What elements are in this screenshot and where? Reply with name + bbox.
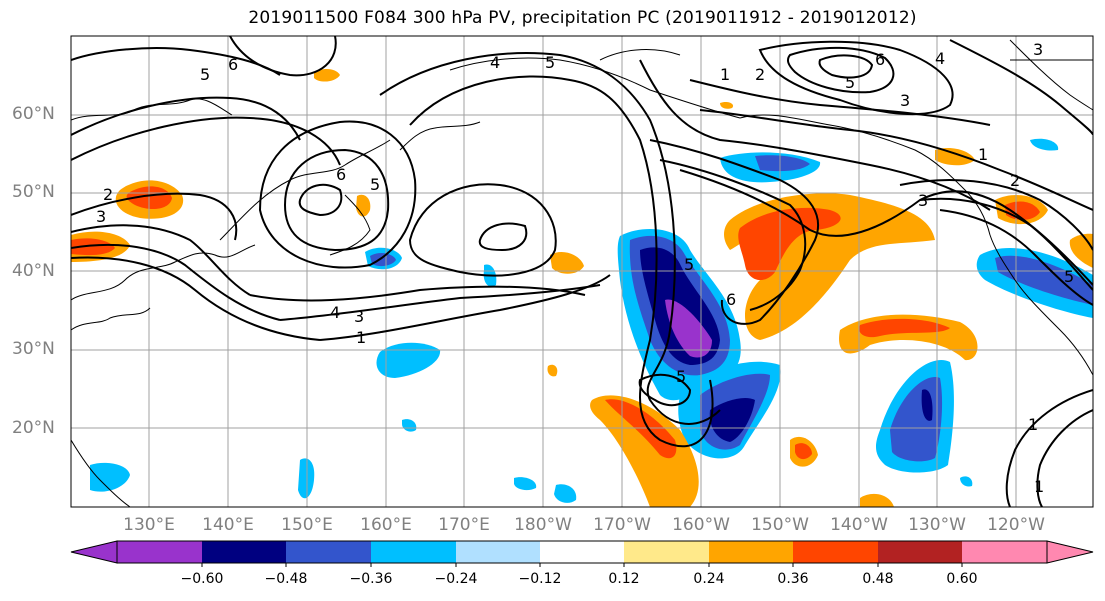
lon-label: 130°W [908, 515, 966, 535]
pv-label: 5 [1064, 267, 1074, 286]
lon-label: 140°W [830, 515, 888, 535]
lon-label: 160°W [672, 515, 730, 535]
colorbar-outline [116, 540, 1048, 564]
colorbar-segment [962, 541, 1047, 563]
colorbar-tick-label: −0.12 [518, 571, 562, 587]
colorbar-segment [456, 541, 540, 563]
pv-label: 2 [755, 65, 765, 84]
pv-label: 1 [1034, 477, 1044, 496]
pv-label: 1 [720, 65, 730, 84]
lon-label: 150°E [281, 515, 333, 535]
pv-label: 4 [490, 53, 500, 72]
colorbar-segment [117, 541, 202, 563]
map-frame [70, 35, 1094, 508]
lat-label: 40°N [12, 261, 55, 281]
colorbar-tick-label: 0.60 [946, 571, 978, 587]
colorbar-segment [709, 541, 793, 563]
coastlines [71, 39, 1093, 507]
pv-label: 6 [336, 165, 346, 184]
colorbar-segment [371, 541, 456, 563]
pv-label: 6 [228, 55, 238, 74]
pv-label: 5 [545, 53, 555, 72]
lon-label: 170°W [593, 515, 651, 535]
lat-label: 60°N [12, 104, 55, 124]
colorbar-tick-label: −0.24 [434, 571, 478, 587]
colorbar-segment [202, 541, 286, 563]
pv-label: 5 [370, 175, 380, 194]
pv-label: 4 [935, 49, 945, 68]
pv-label: 6 [726, 290, 736, 309]
pv-label: 3 [1033, 40, 1043, 59]
colorbar-tick-label: 0.36 [777, 571, 809, 587]
colorbar-extend-min [70, 540, 118, 564]
colorbar-tick-label: 0.12 [608, 571, 640, 587]
pv-label: 1 [1028, 415, 1038, 434]
colorbar-tick-label: 0.24 [693, 571, 725, 587]
pv-label: 5 [845, 73, 855, 92]
colorbar-tick-label: 0.48 [862, 571, 894, 587]
pv-label: 1 [356, 328, 366, 347]
pv-label: 5 [676, 367, 686, 386]
lon-label: 160°E [360, 515, 412, 535]
colorbar-tick-label: −0.60 [180, 571, 224, 587]
pv-label: 6 [875, 50, 885, 69]
pv-label: 3 [354, 307, 364, 326]
pv-label: 5 [200, 65, 210, 84]
pv-label: 3 [918, 191, 928, 210]
map-graticule [71, 36, 1093, 507]
colorbar-tick-label: −0.36 [349, 571, 393, 587]
pv-label: 2 [1010, 171, 1020, 190]
pv-contours [71, 36, 1093, 507]
lon-label: 170°E [438, 515, 490, 535]
lat-label: 20°N [12, 418, 55, 438]
map-title: 2019011500 F084 300 hPa PV, precipitatio… [248, 8, 917, 28]
pv-label: 3 [96, 207, 106, 226]
lat-label: 30°N [12, 339, 55, 359]
colorbar-segment [878, 541, 962, 563]
pv-label: 4 [330, 303, 340, 322]
lon-label: 180°W [514, 515, 572, 535]
colorbar-segment [540, 541, 624, 563]
colorbar-extend-max [1046, 540, 1094, 564]
pv-label: 3 [900, 91, 910, 110]
colorbar-tick-label: −0.48 [264, 571, 308, 587]
pv-label: 5 [684, 255, 694, 274]
lon-label: 140°E [202, 515, 254, 535]
pv-label: 1 [978, 145, 988, 164]
pv-label: 2 [103, 185, 113, 204]
colorbar [70, 540, 1094, 567]
lon-label: 130°E [123, 515, 175, 535]
lon-label: 120°W [987, 515, 1045, 535]
colorbar-segment [286, 541, 371, 563]
colorbar-segment [624, 541, 709, 563]
lon-label: 150°W [751, 515, 809, 535]
colorbar-segment [793, 541, 878, 563]
pv-contour-labels: 2 3 4 3 1 4 5 6 5 6 5 5 6 1 2 5 6 3 4 3 … [96, 40, 1074, 496]
lat-label: 50°N [12, 182, 55, 202]
